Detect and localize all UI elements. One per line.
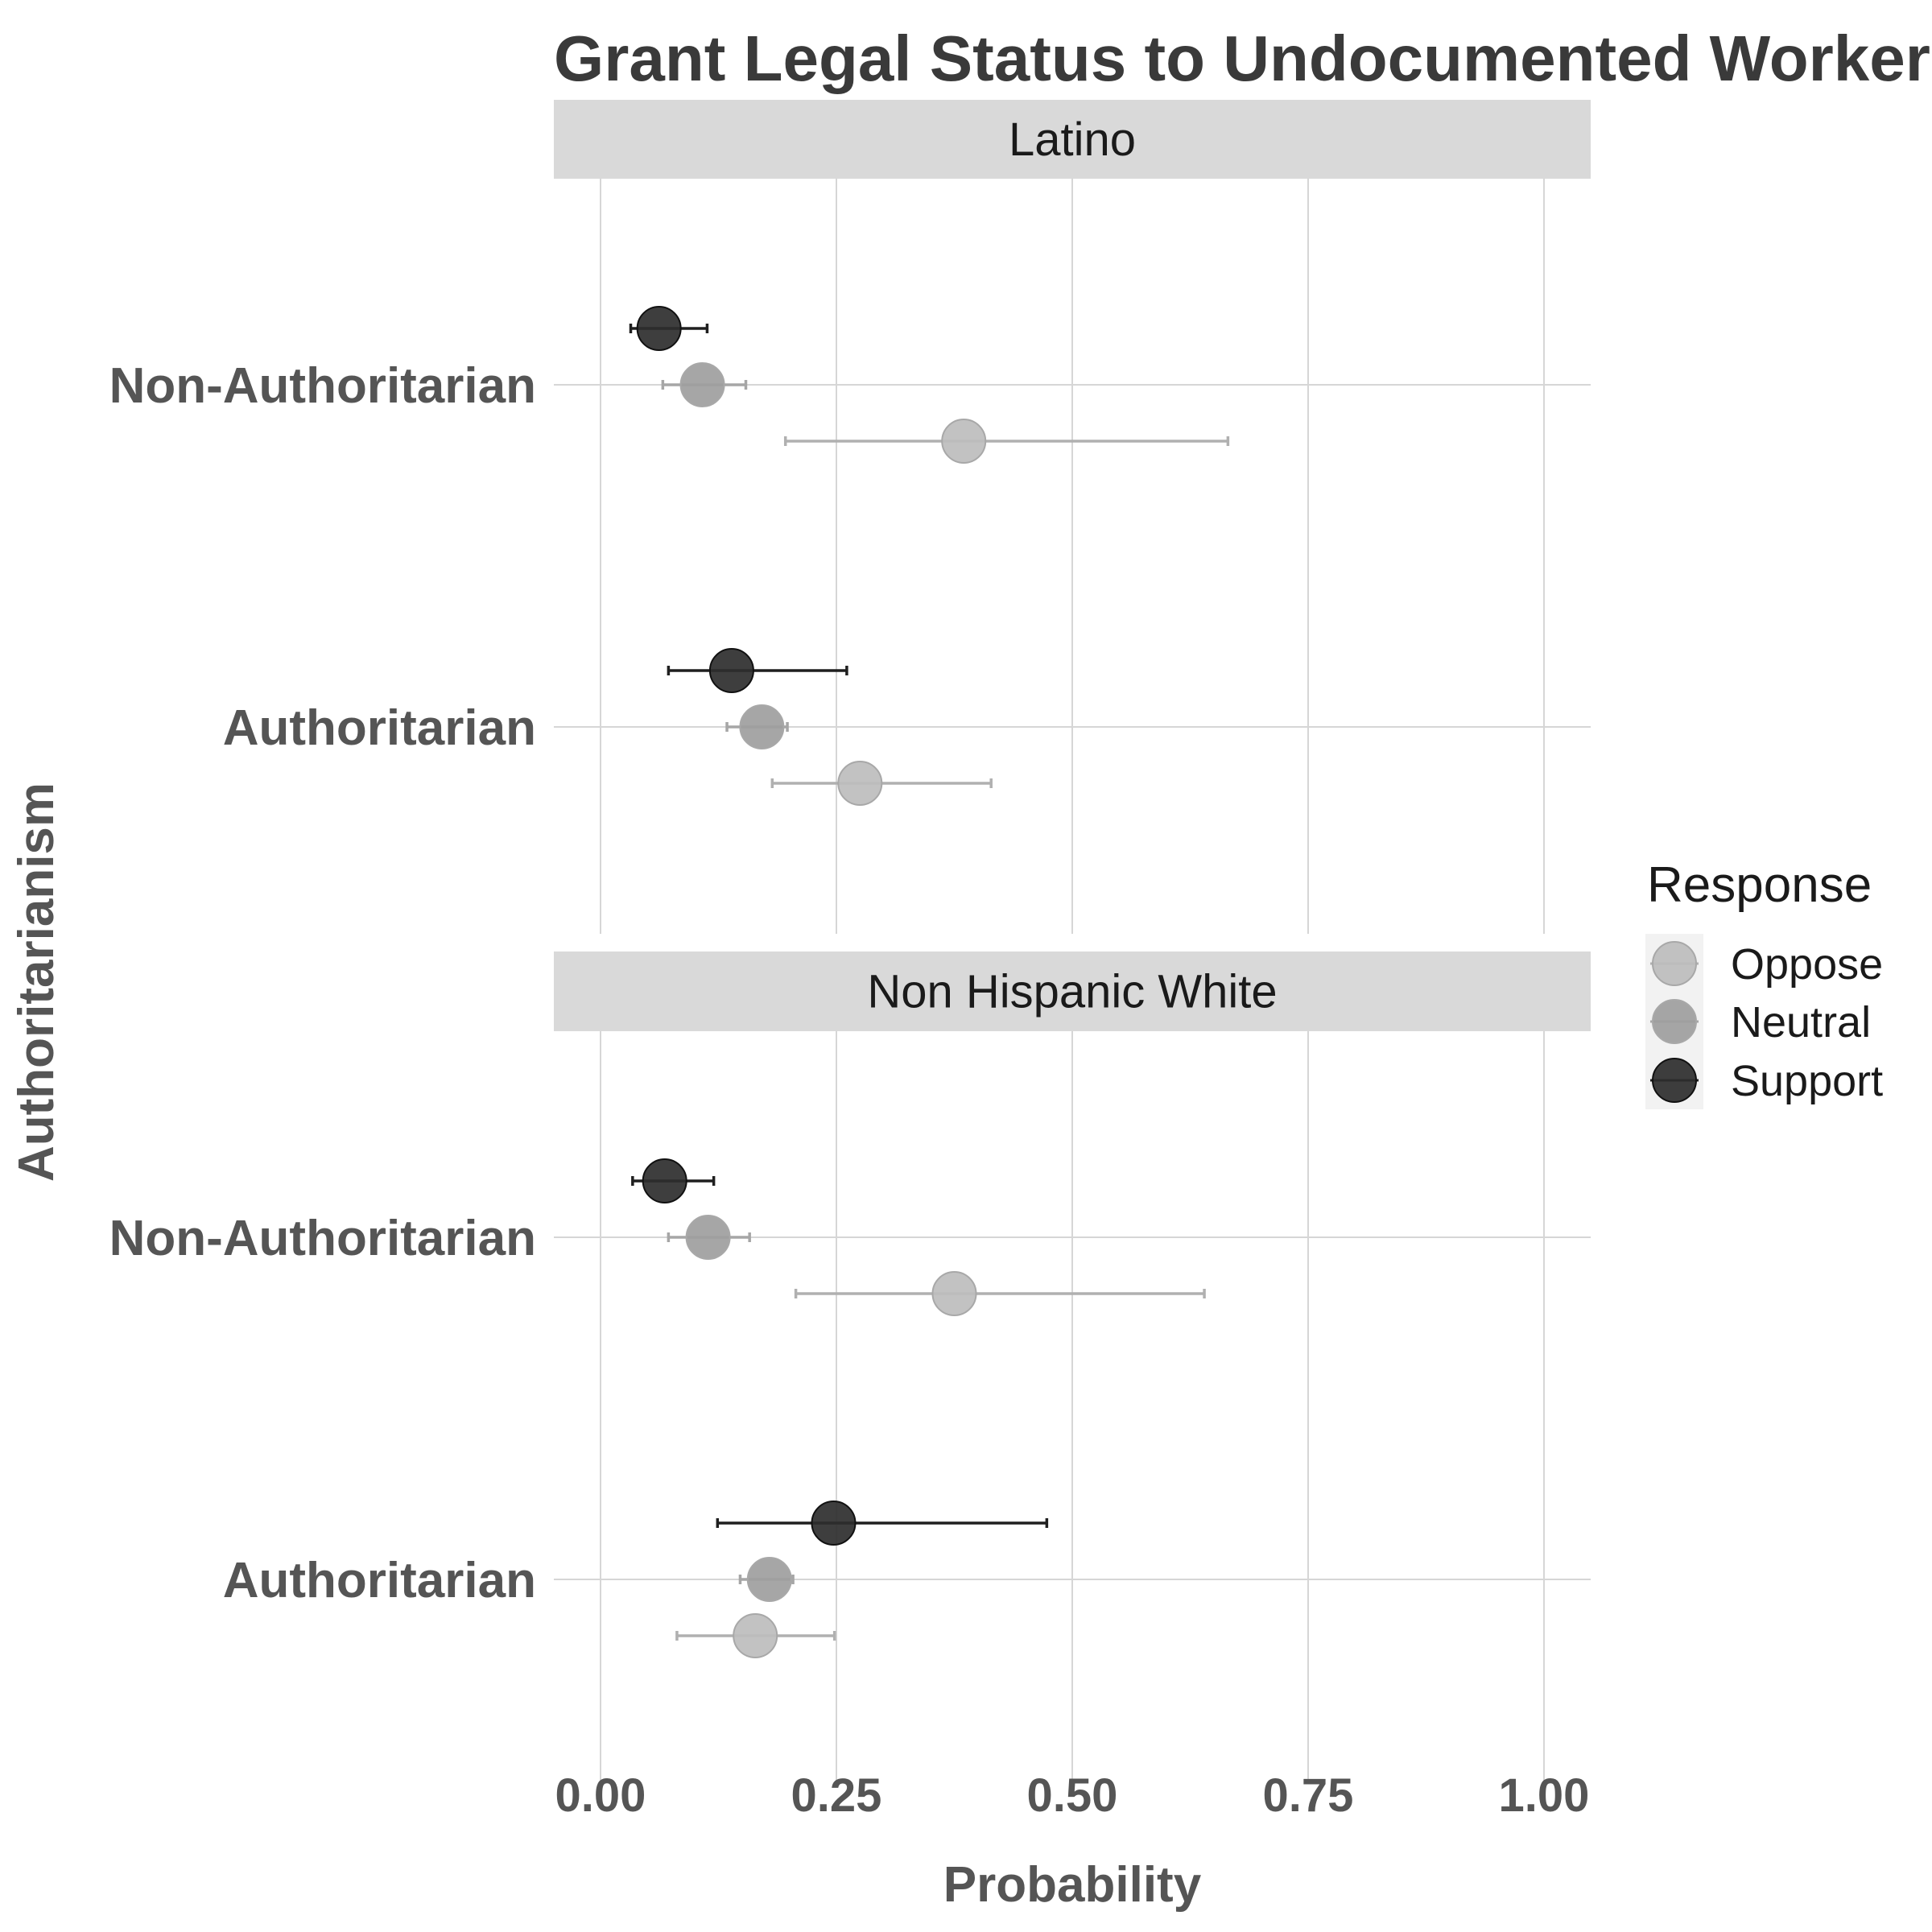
- legend-title: Response: [1647, 857, 1872, 913]
- legend-label: Oppose: [1731, 940, 1883, 989]
- legend-key-point: [1652, 1058, 1697, 1103]
- y-tick-label: Non-Authoritarian: [109, 358, 536, 414]
- x-tick-label: 0.25: [791, 1769, 882, 1822]
- legend-item-oppose: Oppose: [1650, 940, 1883, 989]
- point-support: [642, 1158, 687, 1203]
- facet-strip: [554, 100, 1591, 179]
- x-axis: 0.00 0.25 0.50 0.75 1.00: [555, 1769, 1590, 1822]
- x-tick-label: 0.75: [1263, 1769, 1354, 1822]
- point-neutral: [746, 1557, 792, 1602]
- facet-strip: [554, 952, 1591, 1031]
- legend-label: Support: [1731, 1057, 1883, 1105]
- errorbar-support: [716, 1518, 1049, 1528]
- legend-item-neutral: Neutral: [1650, 998, 1871, 1046]
- x-tick-label: 0.00: [555, 1769, 646, 1822]
- x-tick-label: 0.50: [1027, 1769, 1118, 1822]
- errorbar-support: [667, 666, 848, 675]
- chart-title: Grant Legal Status to Undocumented Worke…: [554, 23, 1932, 94]
- errorbar-oppose: [783, 436, 1230, 446]
- x-tick-label: 1.00: [1499, 1769, 1590, 1822]
- errorbar-oppose: [794, 1289, 1206, 1298]
- point-oppose: [931, 1271, 977, 1316]
- facet-strip-label: Non Hispanic White: [867, 966, 1277, 1018]
- legend-item-support: Support: [1650, 1057, 1883, 1105]
- facet-strip-label: Latino: [1009, 114, 1136, 166]
- x-axis-title: Probability: [943, 1857, 1202, 1913]
- point-support: [636, 306, 682, 351]
- panels: LatinoNon-AuthoritarianAuthoritarianNon …: [109, 100, 1591, 1781]
- point-support: [811, 1501, 857, 1546]
- y-tick-label: Authoritarian: [223, 1553, 536, 1608]
- legend-key-point: [1652, 999, 1697, 1044]
- point-oppose: [733, 1613, 778, 1658]
- point-oppose: [941, 419, 987, 464]
- point-support: [708, 648, 754, 693]
- panel-latino: Latino Non-Authoritarian Authoritarian: [109, 100, 1591, 934]
- y-axis-title: Authoritarianism: [9, 782, 64, 1182]
- point-oppose: [837, 761, 883, 806]
- y-tick-label: Non-Authoritarian: [109, 1211, 536, 1266]
- point-neutral: [679, 362, 725, 407]
- legend: Response Oppose Neutral Support: [1645, 857, 1883, 1109]
- legend-key-point: [1652, 941, 1697, 986]
- point-neutral: [739, 704, 785, 749]
- point-neutral: [685, 1215, 731, 1260]
- legend-label: Neutral: [1731, 998, 1871, 1046]
- legend-items: Oppose Neutral Support: [1650, 940, 1883, 1105]
- y-tick-label: Authoritarian: [223, 700, 536, 756]
- panel-non-hispanic-white: Non Hispanic White Non-Authoritarian Autho…: [109, 952, 1591, 1781]
